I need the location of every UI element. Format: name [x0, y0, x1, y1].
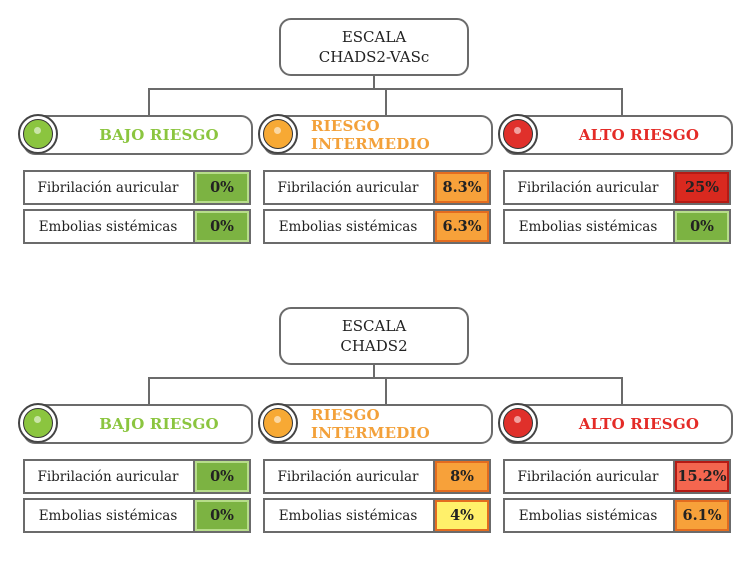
- connector-line: [385, 377, 387, 404]
- status-circle-fill: [263, 408, 293, 438]
- scale-title-box: ESCALA CHADS2-VASc: [279, 18, 469, 76]
- risk-value-cell: 0%: [193, 211, 249, 242]
- row-label: Embolias sistémicas: [518, 218, 658, 235]
- risk-table-row: Embolias sistémicas 0%: [23, 209, 251, 244]
- status-circle-icon: [258, 403, 298, 443]
- risk-header-box: ALTO RIESGO: [503, 115, 733, 155]
- risk-table-row: Fibrilación auricular 25%: [503, 170, 731, 205]
- row-label: Fibrilación auricular: [277, 179, 419, 196]
- row-label: Fibrilación auricular: [517, 179, 659, 196]
- status-circle-icon: [258, 114, 298, 154]
- risk-value-cell: 15.2%: [673, 461, 729, 492]
- connector-line: [621, 377, 623, 404]
- row-label: Fibrilación auricular: [517, 468, 659, 485]
- status-circle-shine: [514, 416, 521, 423]
- row-label: Embolias sistémicas: [278, 507, 418, 524]
- connector-line: [385, 88, 387, 115]
- status-circle-fill: [23, 119, 53, 149]
- risk-table-row: Fibrilación auricular 15.2%: [503, 459, 731, 494]
- connector-line: [373, 365, 375, 379]
- risk-level-label: ALTO RIESGO: [578, 126, 700, 144]
- scale-title-box: ESCALA CHADS2: [279, 307, 469, 365]
- risk-table-row: Fibrilación auricular 0%: [23, 170, 251, 205]
- risk-value-cell: 6.1%: [673, 500, 729, 531]
- risk-level-label: ALTO RIESGO: [578, 415, 700, 433]
- row-label: Fibrilación auricular: [37, 468, 179, 485]
- status-circle-fill: [23, 408, 53, 438]
- risk-value-cell: 0%: [193, 172, 249, 203]
- risk-header-box: ALTO RIESGO: [503, 404, 733, 444]
- risk-table-row: Embolias sistémicas 0%: [23, 498, 251, 533]
- row-label: Embolias sistémicas: [38, 218, 178, 235]
- risk-value-cell: 0%: [193, 500, 249, 531]
- status-circle-shine: [514, 127, 521, 134]
- connector-line: [148, 377, 150, 404]
- status-circle-icon: [18, 403, 58, 443]
- risk-value-cell: 8%: [433, 461, 489, 492]
- scale-title-line2: CHADS2: [340, 337, 408, 355]
- risk-value-cell: 8.3%: [433, 172, 489, 203]
- row-label: Embolias sistémicas: [518, 507, 658, 524]
- risk-table-row: Fibrilación auricular 8%: [263, 459, 491, 494]
- connector-line: [373, 76, 375, 90]
- risk-table-row: Fibrilación auricular 0%: [23, 459, 251, 494]
- risk-table-row: Embolias sistémicas 6.1%: [503, 498, 731, 533]
- row-label: Fibrilación auricular: [37, 179, 179, 196]
- risk-value-cell: 0%: [193, 461, 249, 492]
- risk-value-cell: 0%: [673, 211, 729, 242]
- risk-level-label: RIESGO INTERMEDIO: [311, 406, 430, 442]
- risk-value-cell: 25%: [673, 172, 729, 203]
- status-circle-shine: [274, 416, 281, 423]
- risk-table-row: Embolias sistémicas 0%: [503, 209, 731, 244]
- risk-table-row: Embolias sistémicas 6.3%: [263, 209, 491, 244]
- status-circle-icon: [498, 114, 538, 154]
- row-label: Fibrilación auricular: [277, 468, 419, 485]
- scale-section: ESCALA CHADS2 BAJO RIESGO Fibrilación auric…: [0, 289, 749, 561]
- status-circle-shine: [34, 127, 41, 134]
- status-circle-fill: [263, 119, 293, 149]
- scale-title-line2: CHADS2-VASc: [318, 48, 430, 66]
- risk-value-cell: 6.3%: [433, 211, 489, 242]
- risk-value-cell: 4%: [433, 500, 489, 531]
- risk-level-label: BAJO RIESGO: [99, 126, 219, 144]
- status-circle-icon: [18, 114, 58, 154]
- risk-header-box: RIESGO INTERMEDIO: [263, 404, 493, 444]
- connector-line: [621, 88, 623, 115]
- risk-table-row: Fibrilación auricular 8.3%: [263, 170, 491, 205]
- risk-level-label: RIESGO INTERMEDIO: [311, 117, 430, 153]
- status-circle-fill: [503, 408, 533, 438]
- scale-title-line1: ESCALA: [341, 317, 407, 335]
- row-label: Embolias sistémicas: [278, 218, 418, 235]
- scale-section: ESCALA CHADS2-VASc BAJO RIESGO Fibrilación …: [0, 0, 749, 272]
- row-label: Embolias sistémicas: [38, 507, 178, 524]
- scale-title-line1: ESCALA: [341, 28, 407, 46]
- connector-line: [148, 88, 150, 115]
- risk-header-box: BAJO RIESGO: [23, 404, 253, 444]
- status-circle-fill: [503, 119, 533, 149]
- risk-level-label: BAJO RIESGO: [99, 415, 219, 433]
- status-circle-shine: [274, 127, 281, 134]
- status-circle-shine: [34, 416, 41, 423]
- risk-table-row: Embolias sistémicas 4%: [263, 498, 491, 533]
- status-circle-icon: [498, 403, 538, 443]
